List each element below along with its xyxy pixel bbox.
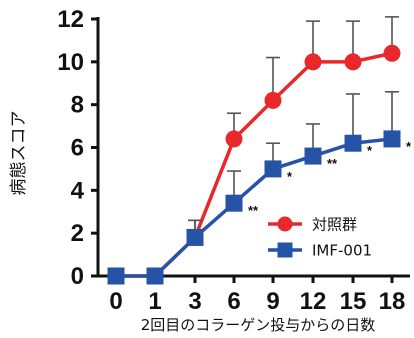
data-point xyxy=(304,147,322,165)
series-imf-001: ****** * xyxy=(107,91,412,285)
y-tick-label: 4 xyxy=(71,177,85,204)
legend-marker xyxy=(277,216,293,232)
significance-marker: * xyxy=(287,169,293,184)
x-tick-label: 18 xyxy=(379,288,406,315)
significance-marker: ** xyxy=(248,203,259,218)
y-tick-label: 6 xyxy=(71,135,84,162)
x-tick-label: 9 xyxy=(266,288,279,315)
data-point xyxy=(383,44,401,62)
x-tick-label: 3 xyxy=(188,288,201,315)
data-point xyxy=(264,91,282,109)
significance-marker: * xyxy=(406,139,412,154)
legend-label: 対照群 xyxy=(312,216,357,234)
y-tick-label: 10 xyxy=(57,49,84,76)
legend: 対照群 IMF-001 xyxy=(268,216,372,260)
y-tick-label: 8 xyxy=(71,92,84,119)
legend-label: IMF-001 xyxy=(312,242,372,260)
y-tick-label: 2 xyxy=(71,220,84,247)
x-axis-label: 2回目のコラーゲン投与からの日数 xyxy=(141,316,376,334)
y-tick-label: 12 xyxy=(57,6,84,33)
data-point xyxy=(107,267,125,285)
x-tick-label: 12 xyxy=(300,288,327,315)
y-tick-label: 0 xyxy=(71,263,84,290)
x-tick-label: 1 xyxy=(148,288,161,315)
x-tick-label: 6 xyxy=(227,288,240,315)
y-axis-label: 病態スコア xyxy=(9,111,29,196)
data-point xyxy=(186,228,204,246)
data-point xyxy=(304,53,322,71)
x-tick-label: 15 xyxy=(340,288,367,315)
data-point xyxy=(344,134,362,152)
data-point xyxy=(383,130,401,148)
legend-marker xyxy=(277,242,293,258)
significance-marker: * xyxy=(367,143,373,158)
significance-marker: ** xyxy=(327,156,338,171)
data-point xyxy=(225,130,243,148)
x-tick-label: 0 xyxy=(109,288,122,315)
data-point xyxy=(225,194,243,212)
data-point xyxy=(146,267,164,285)
data-point xyxy=(344,53,362,71)
data-point xyxy=(264,160,282,178)
